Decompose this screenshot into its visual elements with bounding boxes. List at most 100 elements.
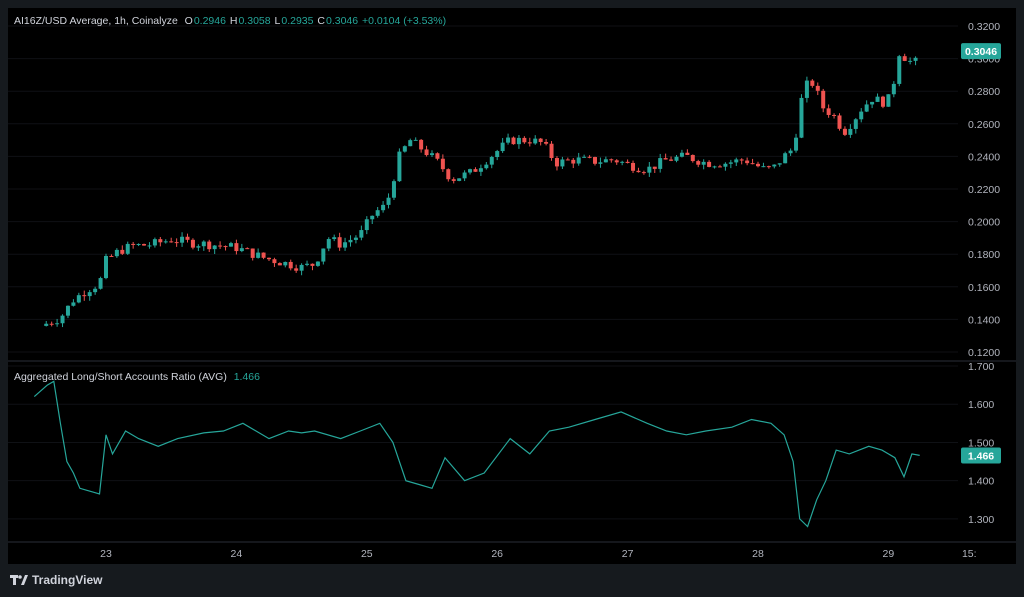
- candle-down: [685, 152, 690, 155]
- candle-down: [218, 245, 223, 247]
- candle-up: [495, 151, 500, 158]
- candle-up: [375, 210, 380, 216]
- candle-up: [620, 161, 625, 163]
- candle-up: [87, 292, 92, 297]
- price-tick-label: 0.2800: [968, 86, 1000, 98]
- candle-up: [364, 219, 369, 231]
- candle-down: [766, 166, 771, 168]
- candle-down: [641, 172, 646, 174]
- candle-up: [408, 140, 413, 147]
- candle-down: [234, 243, 239, 252]
- time-axis[interactable]: 23 24 25 26 27 28 29 15:: [8, 541, 1016, 560]
- candle-up: [761, 166, 766, 168]
- candle-down: [902, 56, 907, 61]
- time-tick-label: 25: [361, 548, 373, 560]
- candle-up: [804, 80, 809, 98]
- candle-down: [821, 90, 826, 109]
- candle-up: [506, 137, 511, 143]
- candle-up: [516, 137, 521, 145]
- candle-up: [468, 169, 473, 173]
- candle-up: [283, 261, 288, 266]
- candle-up: [897, 56, 902, 84]
- candle-down: [440, 158, 445, 170]
- candle-up: [777, 163, 782, 165]
- candle-up: [783, 153, 788, 164]
- candle-up: [353, 237, 358, 240]
- candle-down: [451, 179, 456, 181]
- candle-up: [576, 157, 581, 164]
- candle-up: [772, 164, 777, 167]
- candle-down: [826, 108, 831, 115]
- candlestick-series: [44, 53, 918, 328]
- time-tick-label: 23: [100, 548, 112, 560]
- chart-canvas[interactable]: 0.1200 0.1400 0.1600 0.1800 0.2000 0.2200 0.24…: [8, 8, 1016, 564]
- footer: TradingView: [10, 573, 102, 587]
- candle-up: [723, 163, 728, 167]
- candle-down: [267, 257, 271, 260]
- time-tick-label: 29: [883, 548, 895, 560]
- candle-up: [489, 157, 494, 165]
- time-tick-label: 24: [231, 548, 243, 560]
- candle-down: [756, 163, 760, 167]
- symbol-title[interactable]: AI16Z/USD Average, 1h, Coinalyze: [14, 15, 178, 27]
- candle-up: [180, 236, 185, 243]
- candle-down: [109, 255, 114, 257]
- candle-up: [799, 97, 804, 138]
- low-value: 0.2935: [281, 15, 314, 27]
- candle-up: [321, 248, 326, 262]
- indicator-legend: Aggregated Long/Short Accounts Ratio (AV…: [14, 371, 261, 383]
- candle-down: [554, 158, 559, 167]
- candle-down: [571, 159, 576, 164]
- candle-up: [381, 204, 386, 211]
- candle-down: [511, 137, 516, 145]
- candle-down: [207, 241, 212, 250]
- candle-up: [734, 159, 739, 163]
- candle-up: [163, 241, 168, 243]
- price-tick-label: 0.2000: [968, 217, 1000, 229]
- candle-up: [430, 153, 434, 156]
- candle-up: [886, 94, 891, 107]
- brand-name[interactable]: TradingView: [32, 573, 103, 587]
- candle-up: [71, 302, 76, 306]
- candle-up: [391, 181, 396, 198]
- candle-down: [174, 242, 179, 244]
- candle-up: [370, 215, 375, 220]
- candle-down: [250, 248, 255, 258]
- candle-up: [65, 305, 70, 316]
- candle-up: [598, 162, 603, 164]
- candle-up: [462, 172, 467, 179]
- candle-up: [679, 152, 684, 157]
- candle-up: [500, 142, 505, 152]
- candle-up: [332, 237, 337, 240]
- candle-down: [750, 163, 755, 165]
- candle-up: [402, 146, 407, 152]
- candle-up: [647, 166, 652, 173]
- candle-up: [457, 178, 462, 181]
- indicator-title[interactable]: Aggregated Long/Short Accounts Ratio (AV…: [14, 371, 227, 383]
- candle-down: [446, 169, 451, 180]
- candle-down: [424, 149, 429, 156]
- candle-down: [435, 153, 440, 159]
- price-axis[interactable]: 0.1200 0.1400 0.1600 0.1800 0.2000 0.2200 0.24…: [968, 21, 1000, 359]
- candle-up: [560, 159, 565, 167]
- price-tick-label: 0.2600: [968, 119, 1000, 131]
- candle-down: [593, 157, 597, 164]
- candle-up: [859, 111, 864, 120]
- candle-down: [473, 169, 478, 172]
- price-tick-label: 0.1800: [968, 249, 1000, 261]
- candle-up: [701, 161, 706, 165]
- candle-down: [544, 141, 549, 144]
- candle-up: [212, 245, 217, 250]
- candle-down: [587, 156, 592, 158]
- candle-down: [272, 259, 277, 264]
- candle-up: [343, 242, 348, 248]
- indicator-axis[interactable]: 1.300 1.400 1.500 1.600 1.700: [968, 361, 994, 526]
- close-label: C: [317, 15, 325, 27]
- candle-up: [256, 252, 261, 258]
- candle-down: [223, 246, 228, 248]
- candle-up: [55, 323, 60, 325]
- candle-up: [60, 315, 65, 324]
- candle-up: [93, 288, 98, 293]
- tradingview-logo-icon[interactable]: [10, 574, 28, 586]
- close-value: 0.3046: [326, 15, 359, 27]
